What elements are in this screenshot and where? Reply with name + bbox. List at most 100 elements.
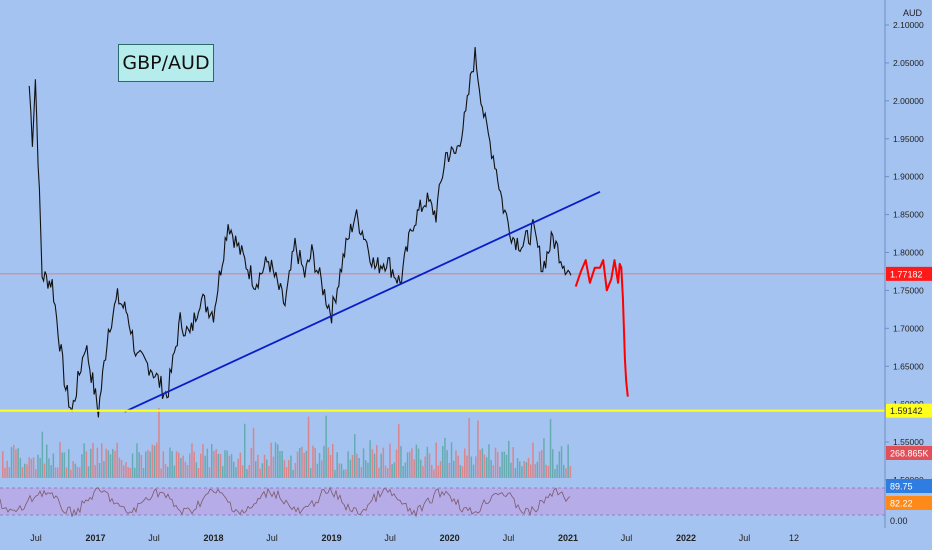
volume-bar (483, 454, 486, 478)
volume-bar (116, 442, 118, 478)
support-price-tag-box (886, 403, 932, 418)
volume-bar (367, 462, 369, 478)
volume-bar (362, 448, 365, 478)
volume-bar (406, 452, 409, 478)
volume-bar (98, 463, 101, 478)
y-tick-label: 1.75000 (893, 285, 924, 295)
volume-bar (549, 419, 552, 478)
volume-bar (347, 451, 349, 478)
current-price-tag-box (886, 266, 932, 281)
volume-bar (475, 456, 477, 478)
rsi-lower-tag-box (886, 496, 932, 510)
volume-bar (437, 465, 440, 478)
volume-bar (356, 453, 358, 478)
volume-bar (508, 440, 510, 478)
volume-bar (448, 463, 451, 478)
volume-bar (371, 449, 374, 478)
volume-bar (305, 450, 308, 478)
volume-bar (468, 418, 470, 478)
volume-bar (202, 444, 204, 478)
volume-bar (439, 461, 442, 478)
volume-bar (70, 469, 72, 478)
volume-bar (472, 464, 475, 478)
volume-bar (494, 447, 497, 478)
x-tick-label: 2021 (558, 533, 578, 543)
volume-bar (558, 451, 561, 478)
volume-bar (316, 463, 319, 478)
volume-bar (105, 448, 107, 478)
volume-bar (46, 444, 48, 478)
volume-bar (263, 454, 266, 478)
volume-bar (428, 453, 431, 478)
volume-bar (19, 457, 22, 478)
volume-bar (233, 461, 235, 478)
volume-bar (248, 465, 250, 478)
x-tick-label: Jul (30, 533, 42, 543)
volume-bar (160, 468, 162, 478)
volume-bar (153, 445, 156, 478)
x-tick-label: 2018 (204, 533, 224, 543)
x-tick-label: 2017 (85, 533, 105, 543)
volume-bar (79, 467, 81, 478)
volume-bar (59, 441, 61, 478)
volume-bar (398, 424, 400, 478)
current-price-tag-text: 1.77182 (890, 269, 923, 279)
volume-bar (261, 463, 264, 478)
volume-bar (252, 427, 255, 478)
volume-bar (536, 461, 539, 478)
volume-bar (334, 469, 336, 478)
volume-bar (131, 453, 134, 478)
volume-bar (417, 448, 420, 478)
support-price-tag-text: 1.59142 (890, 406, 923, 416)
volume-bar (158, 407, 160, 478)
volume-bar (527, 457, 530, 478)
volume-bar (224, 450, 226, 478)
volume-bar (450, 442, 453, 478)
trendline[interactable] (124, 191, 601, 413)
volume-bar (296, 451, 299, 478)
volume-bar (470, 456, 473, 478)
volume-bar (318, 453, 321, 478)
volume-bar (250, 447, 253, 478)
volume-bar (541, 450, 543, 478)
volume-bar (486, 457, 488, 478)
volume-bar (76, 466, 79, 478)
volume-bar (17, 448, 19, 478)
volume-bar (193, 451, 195, 478)
volume-bar (244, 423, 246, 478)
y-tick-label: 1.90000 (893, 172, 924, 182)
volume-bar (288, 460, 290, 478)
volume-bar (57, 467, 59, 478)
volume-bar (554, 469, 556, 478)
volume-bar (426, 446, 429, 478)
volume-bar (10, 447, 13, 478)
volume-bar (83, 443, 85, 478)
volume-bar (39, 458, 41, 478)
volume-bar (103, 461, 105, 478)
volume-tag: 268.865K (886, 446, 932, 460)
volume-bar (569, 465, 572, 478)
price-panel (0, 47, 885, 418)
volume-bar (323, 445, 325, 478)
volume-bar (505, 454, 508, 478)
volume-bar (61, 452, 63, 478)
volume-bar (24, 463, 26, 478)
projection-path[interactable] (574, 259, 629, 397)
axes: 2.10000 2.05000 2.00000 1.95000 1.90000 1.850… (30, 20, 924, 543)
volume-bar (435, 442, 437, 478)
volume-bar (479, 449, 481, 478)
volume-bar (6, 460, 8, 478)
volume-bar (101, 443, 103, 478)
volume-bar (279, 451, 281, 478)
volume-bar (477, 420, 479, 478)
volume-bar (521, 466, 523, 478)
volume-bar (134, 467, 136, 478)
volume-bar (48, 458, 50, 478)
volume-bar (164, 464, 167, 478)
volume-bar (303, 452, 305, 478)
volume-bar (552, 449, 554, 478)
volume-bar (336, 452, 338, 478)
volume-bar (96, 447, 99, 478)
